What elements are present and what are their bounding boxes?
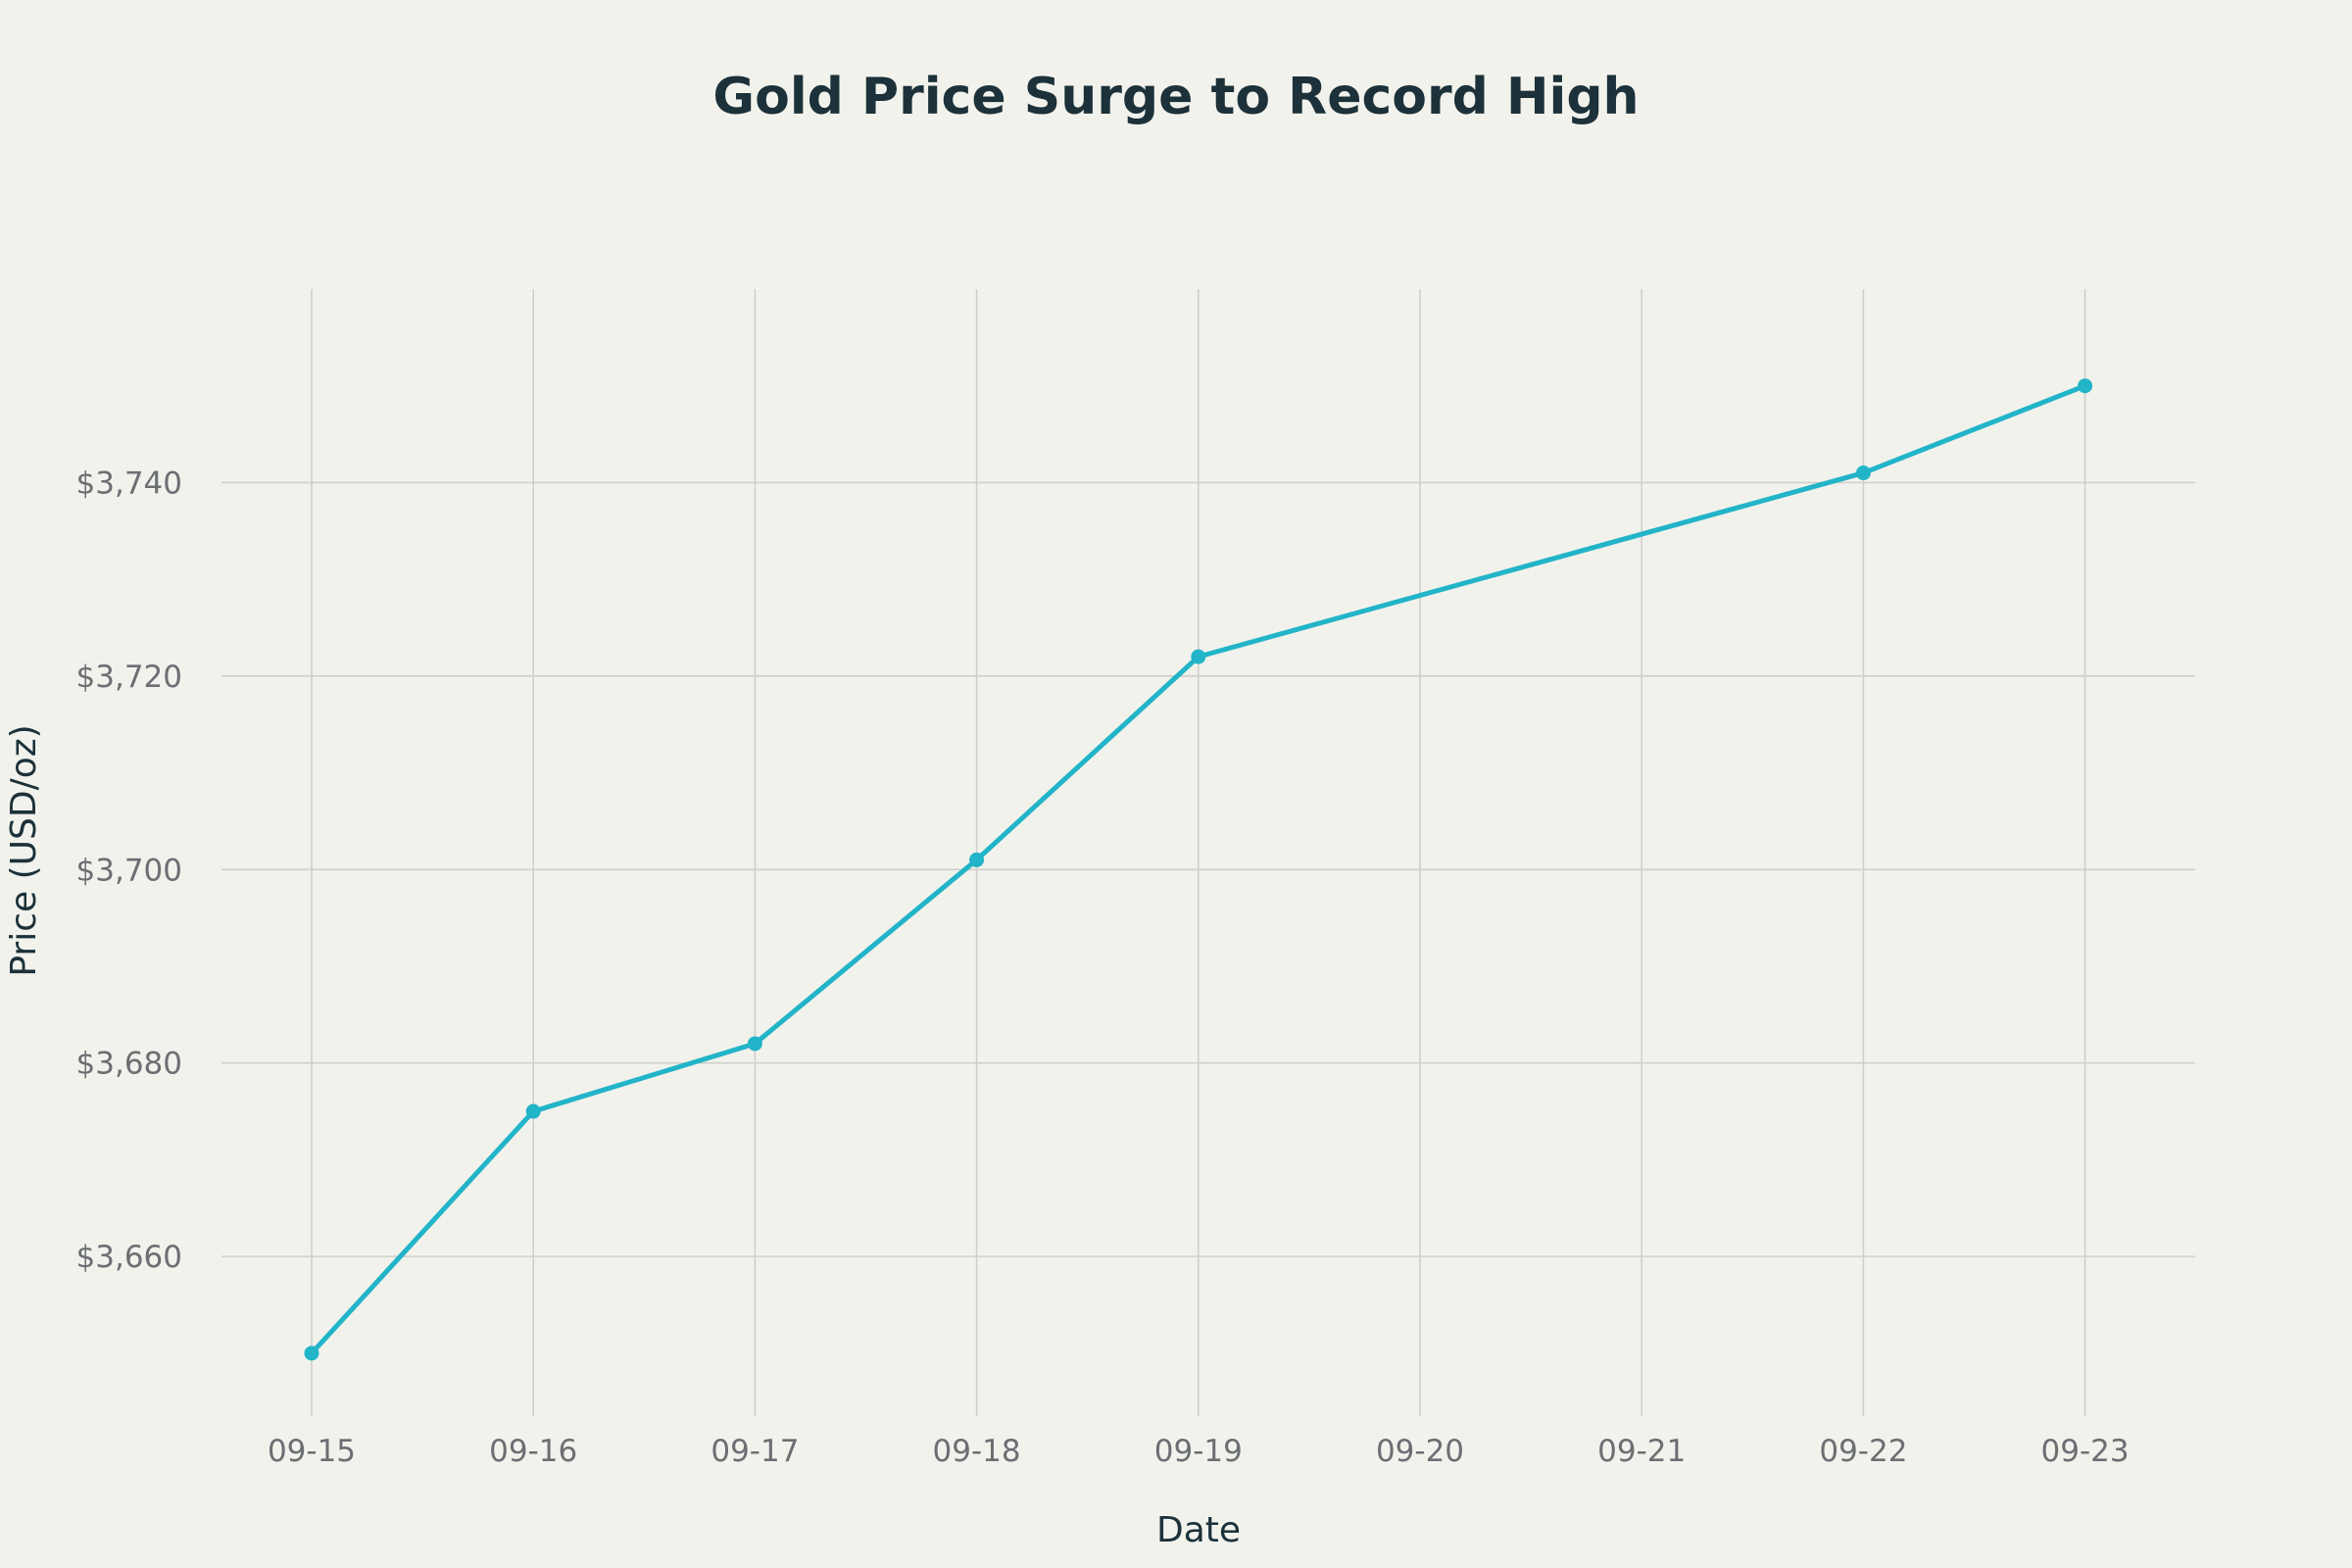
y-tick-label: $3,720	[76, 660, 182, 695]
data-point[interactable]	[1855, 466, 1871, 481]
y-tick-label: $3,700	[76, 853, 182, 888]
y-tick-label: $3,740	[76, 466, 182, 501]
y-axis-label: Price (USD/oz)	[4, 724, 44, 976]
data-point[interactable]	[525, 1103, 541, 1119]
data-point[interactable]	[1191, 649, 1206, 664]
x-tick-label: 09-16	[489, 1434, 577, 1469]
y-axis-ticks: $3,660 $3,680 $3,700 $3,720 $3,740	[76, 466, 182, 1275]
x-tick-label: 09-17	[710, 1434, 799, 1469]
grid	[221, 289, 2195, 1416]
x-tick-label: 09-22	[1819, 1434, 1907, 1469]
x-tick-label: 09-18	[933, 1434, 1021, 1469]
x-tick-label: 09-19	[1154, 1434, 1243, 1469]
data-point[interactable]	[304, 1346, 319, 1361]
x-tick-label: 09-23	[2041, 1434, 2130, 1469]
chart-title: Gold Price Surge to Record High	[712, 68, 1639, 126]
x-axis-label: Date	[1156, 1510, 1241, 1550]
y-tick-label: $3,680	[76, 1047, 182, 1082]
data-point[interactable]	[969, 852, 985, 867]
y-tick-label: $3,660	[76, 1240, 182, 1275]
x-tick-label: 09-20	[1376, 1434, 1464, 1469]
x-tick-label: 09-21	[1597, 1434, 1686, 1469]
series-area	[304, 378, 2093, 1361]
data-point[interactable]	[2078, 378, 2093, 394]
x-tick-label: 09-15	[268, 1434, 356, 1469]
x-axis-ticks: 09-15 09-16 09-17 09-18 09-19 09-20 09-21 09-22…	[268, 1434, 2130, 1469]
data-point[interactable]	[747, 1036, 762, 1052]
